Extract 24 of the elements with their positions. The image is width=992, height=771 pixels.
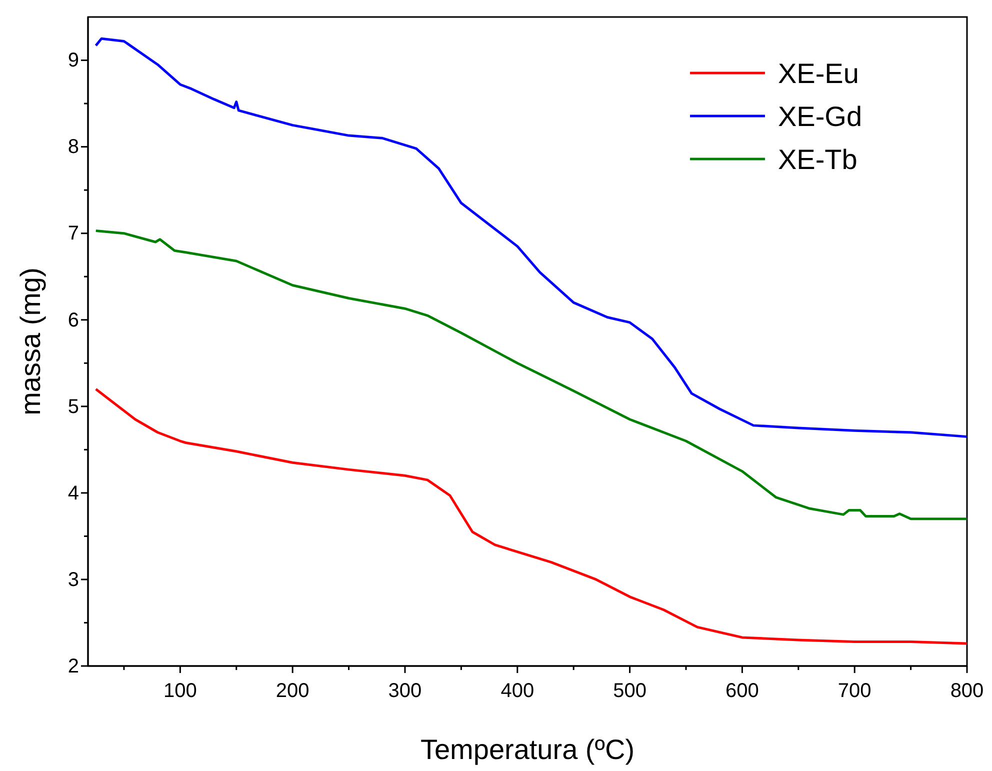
y-tick-label: 9 xyxy=(68,50,79,72)
x-tick-label: 300 xyxy=(388,680,422,702)
legend-label: XE-Tb xyxy=(778,144,858,175)
legend-label: XE-Gd xyxy=(778,100,862,132)
x-tick-label: 100 xyxy=(163,680,197,702)
x-tick-label: 700 xyxy=(838,680,872,702)
x-tick-label: 200 xyxy=(276,680,310,702)
y-tick-label: 8 xyxy=(68,136,79,158)
x-tick-label: 600 xyxy=(726,680,759,702)
y-tick-label: 3 xyxy=(68,568,79,591)
x-tick-label: 400 xyxy=(500,680,534,702)
y-tick-label: 2 xyxy=(68,655,79,678)
y-tick-label: 4 xyxy=(68,482,79,504)
line-series xyxy=(94,388,968,645)
line-series xyxy=(94,229,968,520)
y-tick-label: 7 xyxy=(68,222,79,245)
legend-label: XE-Eu xyxy=(778,58,859,89)
y-axis-title: massa (mg) xyxy=(15,268,46,416)
y-tick-label: 6 xyxy=(68,309,79,332)
x-tick-label: 800 xyxy=(950,680,984,702)
line-series xyxy=(94,37,968,438)
x-tick-label: 500 xyxy=(613,680,646,702)
y-tick-label: 5 xyxy=(68,396,79,418)
x-axis-title: Temperatura (ºC) xyxy=(420,734,635,765)
